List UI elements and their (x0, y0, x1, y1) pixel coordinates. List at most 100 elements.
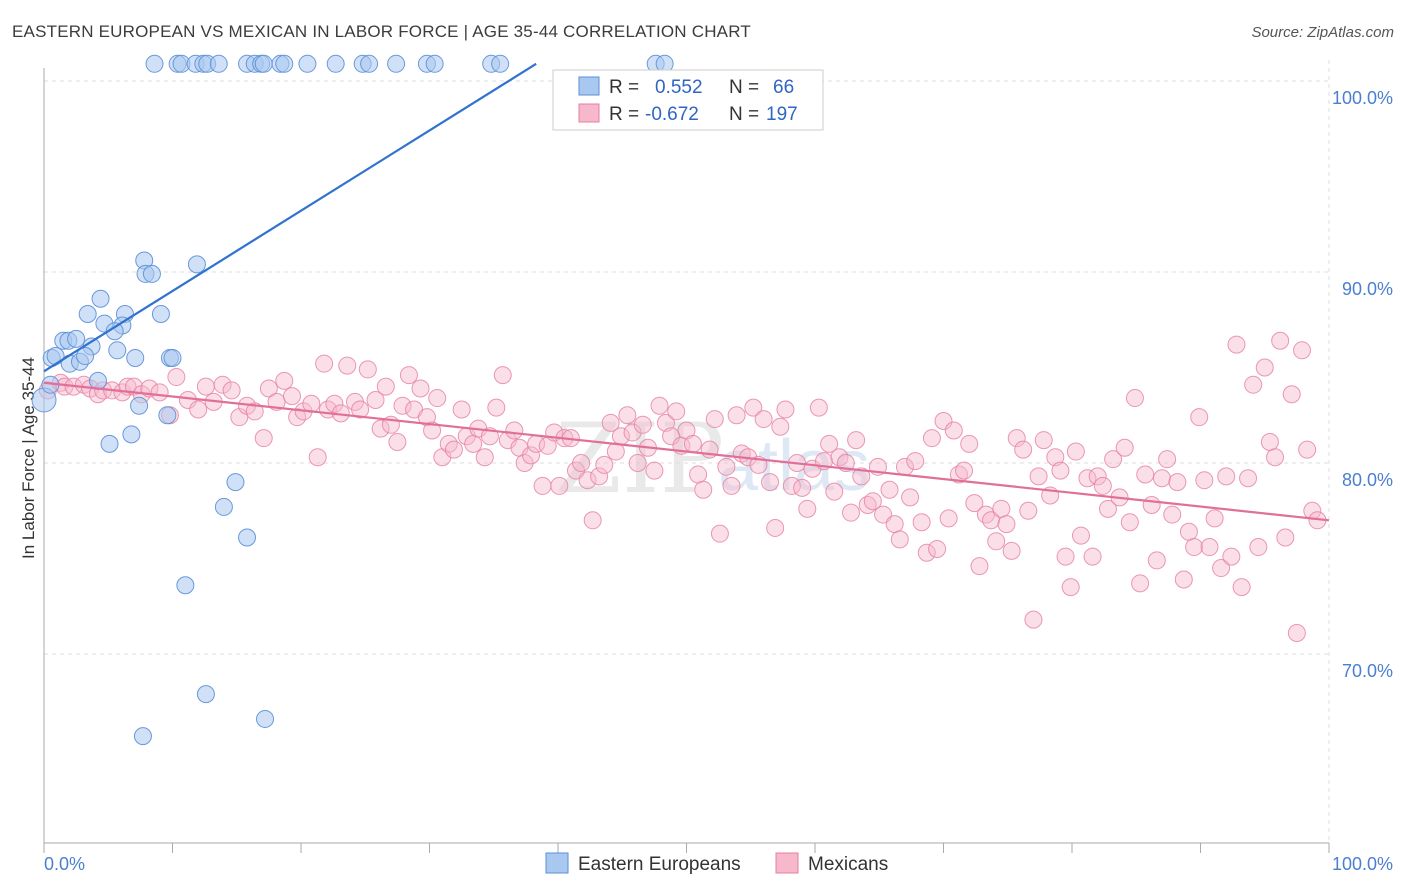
mexican-point (411, 379, 430, 398)
mexican-point (1002, 541, 1021, 560)
mexican-point (1266, 448, 1285, 467)
mexican-point (970, 557, 989, 576)
eastern-european-point (145, 54, 164, 73)
mexican-point (325, 394, 344, 413)
mexican-point (1276, 528, 1295, 547)
mexican-point (315, 354, 334, 373)
eastern-european-point (91, 289, 110, 308)
mexican-point (464, 434, 483, 453)
mexican-point (939, 509, 958, 528)
mexican-point (1271, 331, 1290, 350)
mexican-point (196, 377, 215, 396)
mexican-point (841, 503, 860, 522)
mexican-point (1046, 448, 1065, 467)
mexican-point (1195, 471, 1214, 490)
y-axis-title: In Labor Force | Age 35-44 (19, 357, 38, 559)
mexican-point (493, 366, 512, 385)
mexican-point (885, 515, 904, 534)
mexican-point (633, 415, 652, 434)
mexican-point (1120, 513, 1139, 532)
eastern-european-point (425, 54, 444, 73)
mexican-point (710, 524, 729, 543)
mexican-point (1174, 570, 1193, 589)
mexican-point (1051, 461, 1070, 480)
eastern-european-point (387, 54, 406, 73)
mexican-point (1168, 473, 1187, 492)
mexican-point (997, 515, 1016, 534)
y-tick-label: 70.0% (1342, 661, 1393, 681)
mexican-point (358, 360, 377, 379)
mexican-point (572, 454, 591, 472)
mexican-point (667, 402, 686, 421)
mexican-point (1293, 341, 1312, 360)
mexican-point (1185, 538, 1204, 557)
mexican-point (901, 488, 920, 507)
mexican-point (809, 398, 828, 417)
x-tick-labels: 0.0% 100.0% (44, 854, 1393, 874)
mexican-point (1104, 450, 1123, 469)
eastern-european-point (76, 347, 95, 366)
chart-title: EASTERN EUROPEAN VS MEXICAN IN LABOR FOR… (12, 22, 751, 41)
watermark: ZIP atlas (555, 403, 870, 515)
mexican-point (601, 413, 620, 432)
mexican-point (928, 539, 947, 558)
mexican-point (444, 440, 463, 459)
eastern-european-point (176, 576, 195, 595)
mexican-point (254, 429, 273, 448)
mexican-point (689, 465, 708, 484)
bottom-legend-swatch-mexican (775, 852, 799, 874)
mexican-point (1212, 559, 1231, 578)
legend-r-value: 0.552 (655, 77, 703, 98)
mexican-point (308, 448, 327, 467)
trend-lines (43, 62, 1330, 522)
mexican-point (428, 389, 447, 408)
mexican-point (744, 398, 763, 417)
mexican-point (852, 467, 871, 486)
mexican-point (1019, 501, 1038, 520)
watermark-atlas: atlas (718, 426, 870, 506)
mexican-point (1217, 467, 1236, 486)
mexican-point (1232, 578, 1251, 597)
mexican-point (623, 423, 642, 442)
series-legend: Eastern Europeans Mexicans (545, 852, 888, 875)
mexican-point (820, 434, 839, 453)
eastern-european-point (126, 348, 145, 367)
mexican-point (1136, 465, 1155, 484)
mexican-point (1066, 442, 1085, 461)
mexican-point (1205, 509, 1224, 528)
eastern-european-point (256, 709, 275, 728)
mexican-point (1088, 467, 1107, 486)
mexican-point (722, 476, 741, 495)
mexican-point (1287, 623, 1306, 642)
mexican-point (338, 356, 357, 375)
eastern-european-point (360, 54, 379, 73)
mexican-point (944, 421, 963, 440)
mexican-point (439, 434, 458, 453)
eastern-european-point (254, 54, 273, 73)
mexican-point (1249, 538, 1268, 557)
mexican-point (213, 375, 232, 394)
mexican-point (1056, 547, 1075, 566)
mexican-point (717, 457, 736, 476)
mexican-point (487, 398, 506, 417)
mexican-point (628, 454, 647, 472)
mexican-point (452, 400, 471, 419)
eastern-european-point (142, 264, 161, 283)
legend-r-value: -0.672 (645, 104, 699, 125)
mexican-point (771, 417, 790, 436)
legend-swatch-eastern (578, 76, 600, 96)
mexican-point (222, 381, 241, 400)
mexican-point (1244, 375, 1263, 394)
mexican-point (917, 543, 936, 562)
mexican-point (417, 408, 436, 427)
mexican-point (776, 400, 795, 419)
mexican-point (965, 494, 984, 513)
watermark-zip: ZIP (555, 403, 724, 515)
mexican-point (259, 379, 278, 398)
mexican-point (590, 467, 609, 486)
mexican-point (275, 371, 294, 390)
mexican-point (955, 461, 974, 480)
eastern-european-point (209, 54, 228, 73)
mexican-point (992, 499, 1011, 518)
eastern-european-point (130, 396, 149, 415)
